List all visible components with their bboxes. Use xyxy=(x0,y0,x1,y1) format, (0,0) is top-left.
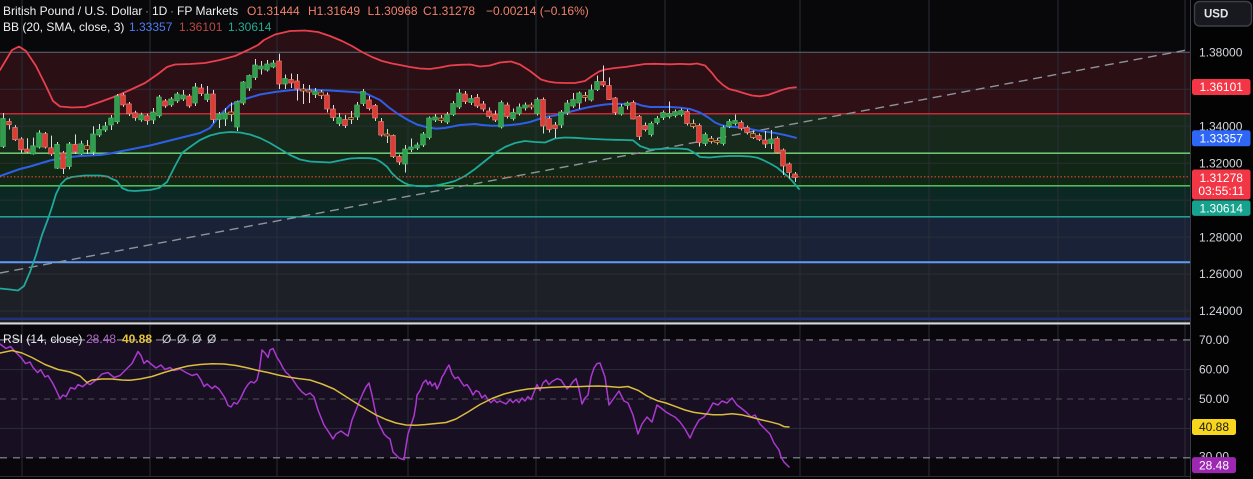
svg-text:·: · xyxy=(145,4,149,18)
svg-text:BB (20, SMA, close, 3): BB (20, SMA, close, 3) xyxy=(3,20,124,34)
svg-text:British Pound / U.S. Dollar: British Pound / U.S. Dollar xyxy=(3,4,142,18)
svg-text:1.33357: 1.33357 xyxy=(1200,132,1244,146)
svg-text:1.30614: 1.30614 xyxy=(1200,201,1244,215)
svg-text:1.36101: 1.36101 xyxy=(1200,80,1244,94)
svg-text:1.34000: 1.34000 xyxy=(1199,119,1243,133)
svg-text:USD: USD xyxy=(1204,9,1228,21)
svg-text:−0.00214 (−0.16%): −0.00214 (−0.16%) xyxy=(486,4,589,18)
svg-text:1.24000: 1.24000 xyxy=(1199,304,1243,318)
svg-text:03:55:11: 03:55:11 xyxy=(1198,184,1244,198)
svg-text:60.00: 60.00 xyxy=(1199,362,1229,376)
svg-text:H1.31649: H1.31649 xyxy=(308,4,360,18)
svg-text:O1.31444: O1.31444 xyxy=(247,4,300,18)
svg-text:1.28000: 1.28000 xyxy=(1199,230,1243,244)
svg-text:28.48: 28.48 xyxy=(86,332,116,346)
svg-text:1.31278: 1.31278 xyxy=(1200,171,1244,185)
svg-text:1.36101: 1.36101 xyxy=(179,20,223,34)
svg-text:FP Markets: FP Markets xyxy=(177,4,238,18)
svg-text:40.88: 40.88 xyxy=(1199,420,1229,434)
svg-text:RSI (14, close): RSI (14, close) xyxy=(3,332,82,346)
svg-text:C1.31278: C1.31278 xyxy=(423,4,475,18)
svg-text:Ø: Ø xyxy=(177,332,186,346)
svg-text:Ø: Ø xyxy=(162,332,171,346)
svg-text:50.00: 50.00 xyxy=(1199,392,1229,406)
svg-text:1D: 1D xyxy=(152,4,168,18)
svg-text:28.48: 28.48 xyxy=(1199,458,1229,472)
svg-text:1.38000: 1.38000 xyxy=(1199,46,1243,60)
svg-text:·: · xyxy=(170,4,174,18)
svg-text:Ø: Ø xyxy=(207,332,216,346)
svg-text:70.00: 70.00 xyxy=(1199,333,1229,347)
svg-text:1.26000: 1.26000 xyxy=(1199,267,1243,281)
svg-text:L1.30968: L1.30968 xyxy=(368,4,418,18)
svg-text:40.88: 40.88 xyxy=(122,332,152,346)
svg-text:1.33357: 1.33357 xyxy=(129,20,173,34)
svg-text:Ø: Ø xyxy=(192,332,201,346)
svg-text:1.32000: 1.32000 xyxy=(1199,156,1243,170)
svg-text:1.30614: 1.30614 xyxy=(228,20,272,34)
